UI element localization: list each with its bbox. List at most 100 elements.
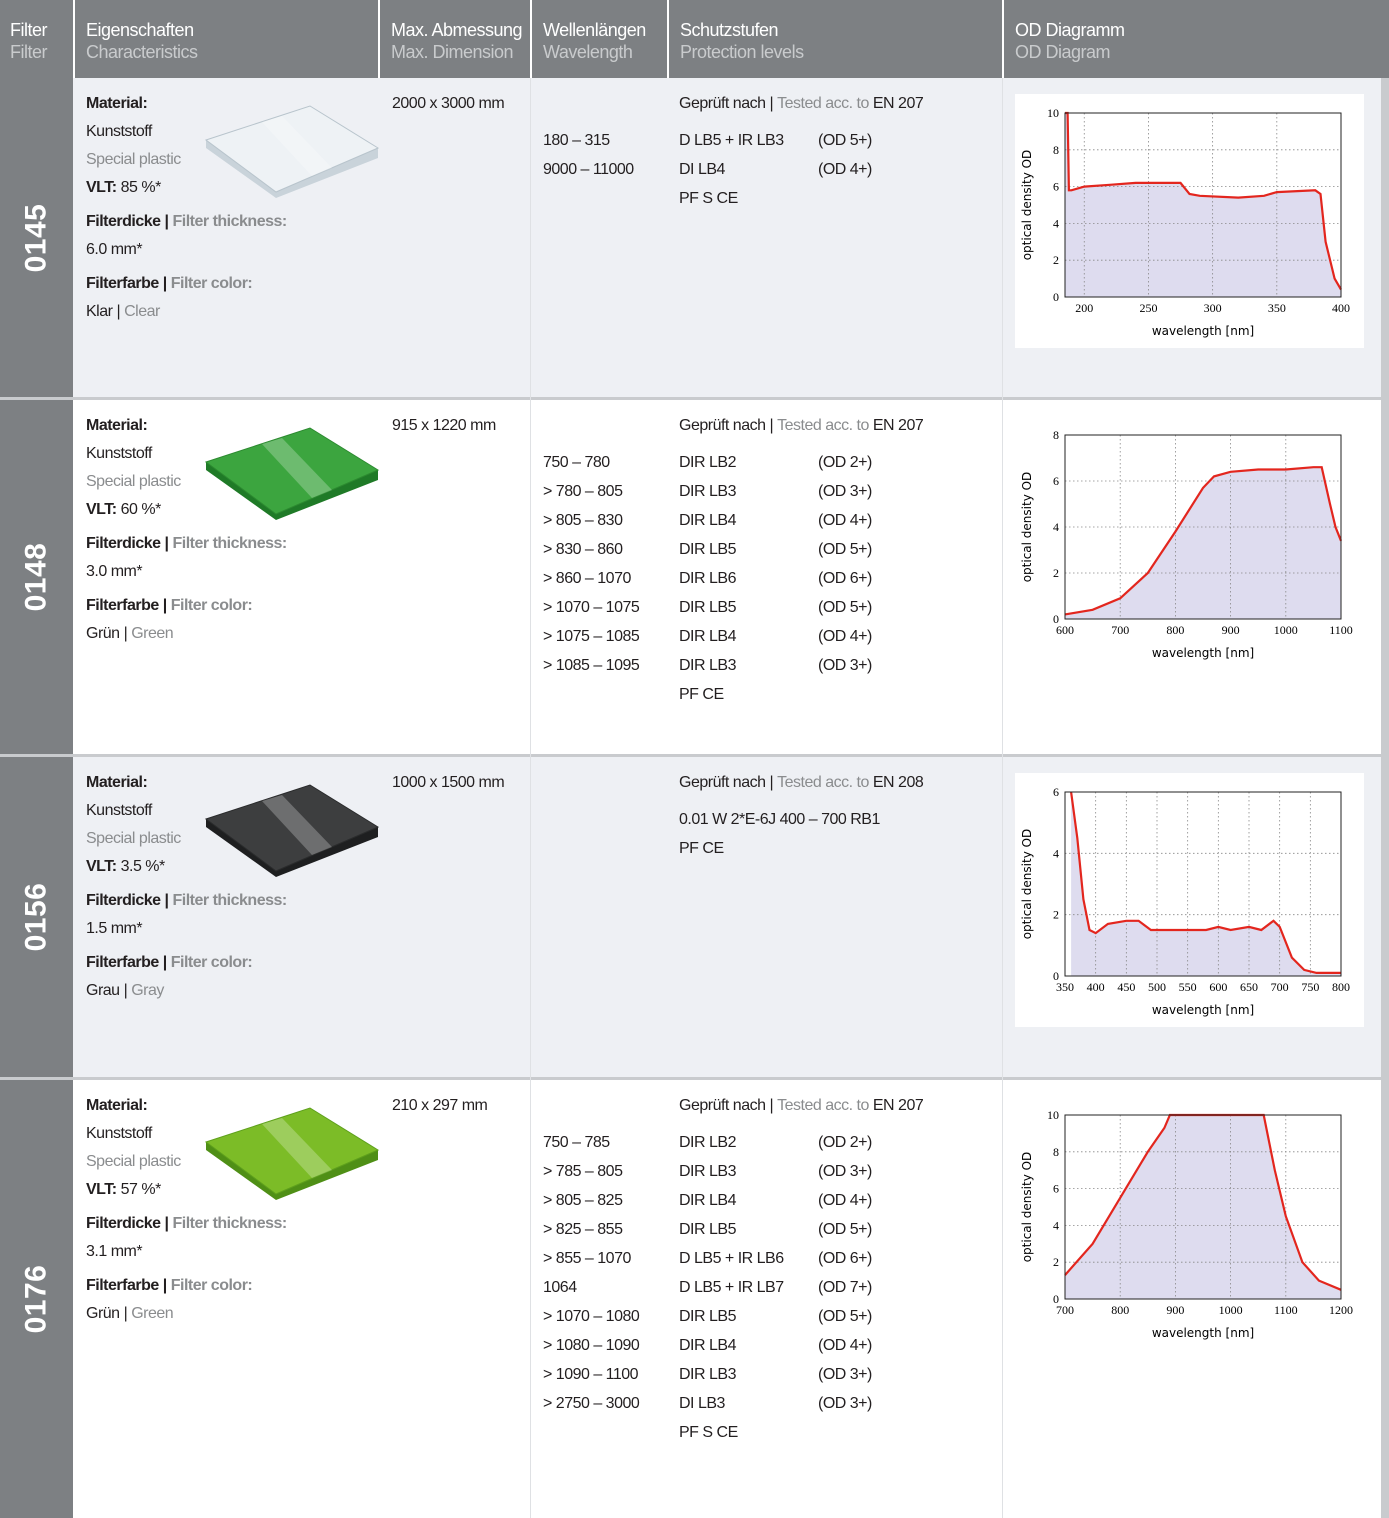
separator: |: [162, 954, 167, 971]
color-en: Green: [131, 625, 174, 642]
plot-frame: [1064, 434, 1342, 620]
od-chart-box: 0 2 4 6 8 10 700 800 900 1000 1100 1200 optical dens…: [1015, 1096, 1364, 1350]
plate-top: [204, 784, 380, 872]
color-label-en: Filter color:: [170, 1277, 253, 1294]
x-tick-label: 550: [1179, 980, 1197, 994]
separator: |: [123, 1305, 128, 1322]
od-value: (OD 7+): [818, 1279, 872, 1296]
x-tick-label: 400: [1087, 980, 1105, 994]
header-de: OD Diagramm: [1015, 20, 1125, 40]
protection-level: DIR LB2: [679, 1134, 736, 1151]
header-de: Eigenschaften: [86, 20, 194, 40]
x-tick-label: 600: [1209, 980, 1227, 994]
color-label-en: Filter color:: [170, 954, 253, 971]
y-tick-label: 6: [1053, 474, 1059, 488]
x-tick-label: 1000: [1274, 623, 1298, 637]
protection-level: DIR LB4: [679, 512, 736, 529]
wavelength: > 825 – 855: [543, 1221, 623, 1238]
separator: |: [769, 774, 774, 791]
x-tick-label: 450: [1117, 980, 1135, 994]
protection-level: DIR LB3: [679, 1163, 736, 1180]
header-en: Max. Dimension: [391, 42, 514, 62]
protection-level: DIR LB5: [679, 1308, 736, 1325]
wavelength: > 830 – 860: [543, 541, 623, 558]
y-tick-label: 2: [1053, 566, 1059, 580]
protection-level: DIR LB5: [679, 1221, 736, 1238]
plate-shine: [262, 116, 332, 176]
header-cell: Eigenschaften Characteristics: [73, 0, 378, 78]
wavelength: > 1085 – 1095: [543, 657, 640, 674]
header-de: Schutzstufen: [680, 20, 779, 40]
vlt-line: VLT: 57 %*: [86, 1176, 287, 1204]
thickness-label-de: Filterdicke: [86, 213, 161, 230]
tested-de: Geprüft nach: [679, 774, 766, 791]
thickness-label: Filterdicke | Filter thickness:: [86, 530, 287, 558]
thickness-value: 3.0 mm*: [86, 563, 143, 580]
plot-frame: [1064, 112, 1342, 298]
y-tick-label: 0: [1053, 1292, 1059, 1306]
od-value: (OD 4+): [818, 628, 872, 645]
x-tick-label: 1100: [1329, 623, 1353, 637]
wavelength: > 1070 – 1075: [543, 599, 640, 616]
column-rule: [1002, 400, 1003, 757]
od-chart-box: 0 2 4 6 8 600 700 800 900 1000 1100 optical density…: [1015, 416, 1364, 670]
y-tick-label: 4: [1053, 1218, 1059, 1232]
wavelength: > 860 – 1070: [543, 570, 631, 587]
color-en: Clear: [124, 303, 160, 320]
plate-top: [204, 1107, 380, 1195]
plate-side: [206, 1142, 378, 1200]
protection-level: 0.01 W 2*E-6J 400 – 700 RB1: [679, 811, 880, 828]
y-tick-label: 10: [1047, 106, 1059, 120]
od-chart: 0 2 4 6 350 400 450 500 550 600 650 700 750 800 optica…: [1020, 785, 1350, 1017]
x-axis-label: wavelength [nm]: [1152, 324, 1254, 338]
separator: |: [164, 535, 169, 552]
x-tick-label: 800: [1111, 1303, 1129, 1317]
standard: EN 208: [872, 774, 924, 791]
characteristics: Material: Kunststoff Special plastic VLT: 57…: [86, 1092, 287, 1328]
thickness-value: 6.0 mm*: [86, 241, 143, 258]
od-value: (OD 3+): [818, 1366, 872, 1383]
od-value: (OD 5+): [818, 599, 872, 616]
vlt-label: VLT:: [86, 179, 117, 196]
vlt-value: 85 %*: [120, 179, 162, 196]
od-curve: [1064, 466, 1343, 616]
separator: |: [162, 275, 167, 292]
x-tick-label: 600: [1056, 623, 1074, 637]
color-en: Green: [131, 1305, 174, 1322]
header-cell: Wellenlängen Wavelength: [530, 0, 667, 78]
wavelength: > 1070 – 1080: [543, 1308, 640, 1325]
header-cell: OD Diagramm OD Diagram: [1002, 0, 1381, 78]
row-id: 0148: [19, 542, 53, 612]
od-value: (OD 4+): [818, 1192, 872, 1209]
x-tick-label: 500: [1148, 980, 1166, 994]
standard: EN 207: [872, 1097, 924, 1114]
protection-level: DIR LB3: [679, 1366, 736, 1383]
row-id-cell: 0145: [0, 78, 73, 400]
row-id: 0145: [19, 203, 53, 272]
x-tick-label: 900: [1222, 623, 1240, 637]
header-en: Protection levels: [680, 42, 804, 62]
column-rule: [1002, 757, 1003, 1080]
header-text: OD Diagramm OD Diagram: [1015, 19, 1125, 63]
vlt-line: VLT: 60 %*: [86, 496, 287, 524]
vlt-line: VLT: 85 %*: [86, 174, 287, 202]
column-rule: [530, 78, 531, 400]
tested-en: Tested acc. to: [777, 774, 869, 791]
od-value: (OD 6+): [818, 570, 872, 587]
protection-level: PF S CE: [679, 1424, 738, 1441]
wavelength: > 1090 – 1100: [543, 1366, 639, 1383]
header-text: Max. Abmessung Max. Dimension: [391, 19, 523, 63]
column-rule: [1002, 1080, 1003, 1518]
wavelength: > 785 – 805: [543, 1163, 623, 1180]
y-tick-label: 6: [1053, 1182, 1059, 1196]
x-tick-label: 1000: [1219, 1303, 1243, 1317]
wavelength: > 780 – 805: [543, 483, 623, 500]
tested-en: Tested acc. to: [777, 95, 869, 112]
vlt-value: 60 %*: [120, 501, 162, 518]
y-tick-label: 8: [1053, 428, 1059, 442]
od-value: (OD 6+): [818, 1250, 872, 1267]
plate-side: [206, 140, 378, 198]
vlt-label: VLT:: [86, 858, 117, 875]
column-rule: [530, 400, 531, 757]
